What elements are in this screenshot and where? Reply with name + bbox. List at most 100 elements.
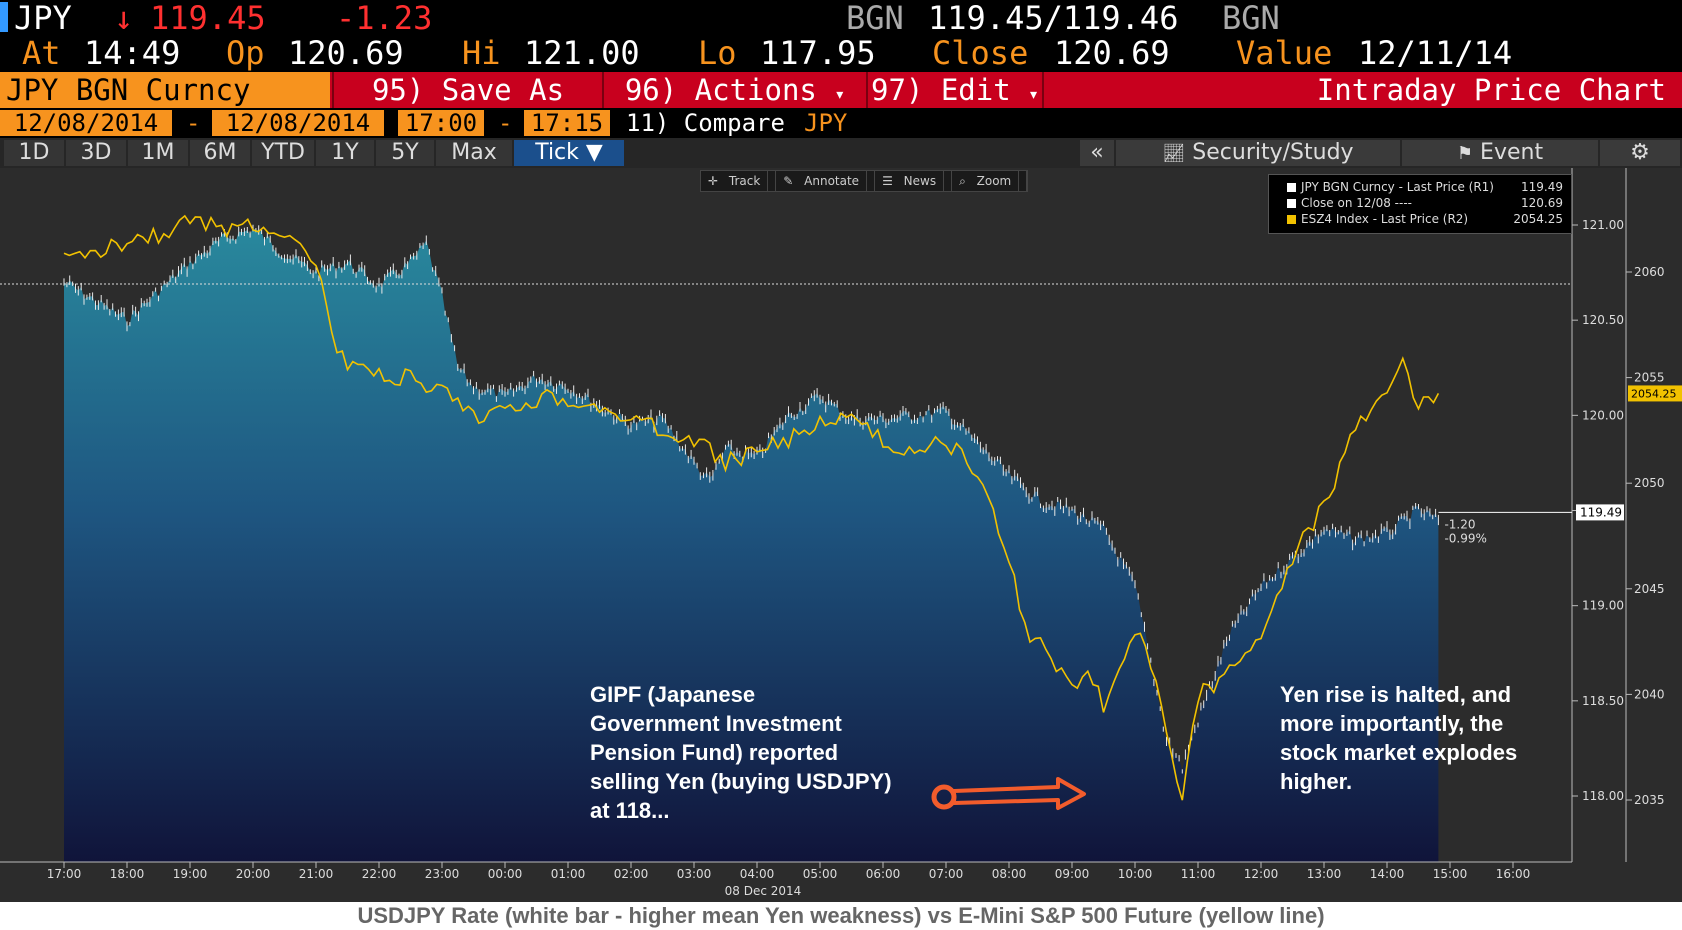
change-pct-label: -0.99% <box>1444 531 1486 545</box>
jpy-area-fill <box>64 228 1439 863</box>
tab-ytd[interactable]: YTD <box>252 140 314 166</box>
end-time-field[interactable]: 17:15 <box>524 110 610 136</box>
page-title: Intraday Price Chart <box>1042 72 1682 108</box>
y1-tick-label: 119.00 <box>1582 599 1624 613</box>
annotation-line: more importantly, the <box>1280 711 1504 736</box>
chevron-down-icon: ▾ <box>834 84 846 105</box>
right-axis-background <box>1572 168 1682 904</box>
legend-swatch <box>1287 199 1296 208</box>
y2-tick-label: 2055 <box>1634 371 1665 385</box>
x-tick-label: 04:00 <box>740 867 775 881</box>
end-date-field[interactable]: 12/08/2014 <box>212 110 384 136</box>
annotate-label: Annotate <box>797 171 868 191</box>
annotation-line: Yen rise is halted, and <box>1280 682 1512 707</box>
x-tick-label: 17:00 <box>47 867 82 881</box>
security-field[interactable]: JPY BGN Curncy <box>0 72 330 108</box>
legend-name: Close on 12/08 ---- <box>1301 196 1412 210</box>
actions-button[interactable]: 96) Actions ▾ <box>602 72 866 108</box>
annotation-line: Government Investment <box>590 711 842 736</box>
news-label: News <box>897 171 945 191</box>
price-chart[interactable]: 121.00120.50120.00119.50119.00118.50118.… <box>0 168 1682 904</box>
chevron-down-icon: ▾ <box>1028 84 1039 105</box>
close-label: Close <box>932 34 1029 72</box>
tab-1m[interactable]: 1M <box>128 140 188 166</box>
annotation-line: at 118... <box>590 798 670 823</box>
x-tick-label: 06:00 <box>866 867 901 881</box>
annotate-button[interactable]: ✎ Annotate <box>776 171 876 191</box>
value-label: Value <box>1236 34 1333 72</box>
track-label: Track <box>722 171 769 191</box>
quote-stats: At 14:49 Op 120.69 Hi 121.00 Lo 117.95 C… <box>0 34 1682 72</box>
x-tick-label: 01:00 <box>551 867 586 881</box>
legend-item[interactable]: Close on 12/08 ---- 120.69 <box>1287 195 1563 211</box>
news-button[interactable]: ☰ News <box>875 171 953 191</box>
annotation-line: stock market explodes <box>1280 740 1518 765</box>
x-tick-label: 20:00 <box>236 867 271 881</box>
es-price-tag <box>1628 385 1682 402</box>
tab-1d[interactable]: 1D <box>4 140 64 166</box>
edit-label: 97) Edit <box>871 73 1011 107</box>
zoom-button[interactable]: ⌕ Zoom <box>952 171 1028 191</box>
last-price-tag-label: 119.49 <box>1580 505 1622 519</box>
y2-tick-label: 2045 <box>1634 582 1665 596</box>
event-button[interactable]: ⚑ Event <box>1402 140 1598 166</box>
x-tick-label: 03:00 <box>677 867 712 881</box>
quote-bar: JPY ↓ 119.45 -1.23 BGN 119.45/119.46 BGN <box>0 0 1682 37</box>
save-as-button[interactable]: 95) Save As <box>332 72 602 108</box>
bid-ask: 119.45/119.46 <box>928 0 1179 37</box>
es-price-tag-label: 2054.25 <box>1631 387 1677 400</box>
legend-value: 2054.25 <box>1513 212 1563 226</box>
collapse-icon[interactable]: « <box>1080 140 1114 166</box>
y2-tick-label: 2035 <box>1634 793 1665 807</box>
low-value: 117.95 <box>760 34 876 72</box>
x-tick-label: 14:00 <box>1370 867 1405 881</box>
date-range-bar: 12/08/2014 - 12/08/2014 17:00 - 17:15 11… <box>0 108 1682 138</box>
x-tick-label: 02:00 <box>614 867 649 881</box>
last-price: 119.45 <box>150 0 266 37</box>
track-button[interactable]: ✛ Track <box>701 171 777 191</box>
time-dash: - <box>498 109 513 137</box>
x-tick-label: 16:00 <box>1496 867 1531 881</box>
tab-tick[interactable]: Tick ▼ <box>514 140 624 166</box>
start-date-field[interactable]: 12/08/2014 <box>0 110 172 136</box>
x-date-label: 08 Dec 2014 <box>725 884 802 898</box>
y1-tick-label: 118.50 <box>1582 694 1624 708</box>
x-tick-label: 05:00 <box>803 867 838 881</box>
legend-item[interactable]: ESZ4 Index - Last Price (R2) 2054.25 <box>1287 211 1563 227</box>
tab-1y[interactable]: 1Y <box>316 140 374 166</box>
value-date: 12/11/14 <box>1358 34 1513 72</box>
es-price-line <box>63 214 1440 801</box>
x-tick-label: 19:00 <box>173 867 208 881</box>
close-value: 120.69 <box>1054 34 1170 72</box>
legend-name: JPY BGN Curncy - Last Price (R1) <box>1301 180 1494 194</box>
net-change: -1.23 <box>336 0 433 37</box>
compare-ticker[interactable]: JPY <box>804 109 848 137</box>
open-value: 120.69 <box>288 34 404 72</box>
annotation-line: GIPF (Japanese <box>590 682 756 707</box>
tab-6m[interactable]: 6M <box>190 140 250 166</box>
compare-button[interactable]: 11) Compare <box>626 109 785 137</box>
date-dash: - <box>186 109 201 137</box>
tab-max[interactable]: Max <box>436 140 512 166</box>
event-label: Event <box>1480 140 1544 165</box>
high-value: 121.00 <box>524 34 640 72</box>
chart-canvas[interactable]: 121.00120.50120.00119.50119.00118.50118.… <box>0 168 1682 904</box>
tab-5y[interactable]: 5Y <box>376 140 434 166</box>
x-tick-label: 10:00 <box>1118 867 1153 881</box>
x-tick-label: 21:00 <box>299 867 334 881</box>
y1-tick-label: 121.00 <box>1582 218 1624 232</box>
x-tick-label: 00:00 <box>488 867 523 881</box>
y2-tick-label: 2040 <box>1634 687 1665 701</box>
y1-tick-label: 118.00 <box>1582 789 1624 803</box>
tab-3d[interactable]: 3D <box>66 140 126 166</box>
legend-value: 119.49 <box>1521 180 1563 194</box>
edit-button[interactable]: 97) Edit ▾ <box>866 72 1042 108</box>
start-time-field[interactable]: 17:00 <box>398 110 484 136</box>
gear-icon[interactable]: ⚙ <box>1600 140 1680 166</box>
security-study-button[interactable]: 📈︎ Security/Study <box>1116 140 1400 166</box>
x-tick-label: 18:00 <box>110 867 145 881</box>
chart-icon: 📈︎ <box>1162 143 1186 164</box>
quote-bar-accent <box>0 2 8 32</box>
figure-caption: USDJPY Rate (white bar - higher mean Yen… <box>0 902 1682 930</box>
legend-item[interactable]: JPY BGN Curncy - Last Price (R1) 119.49 <box>1287 179 1563 195</box>
